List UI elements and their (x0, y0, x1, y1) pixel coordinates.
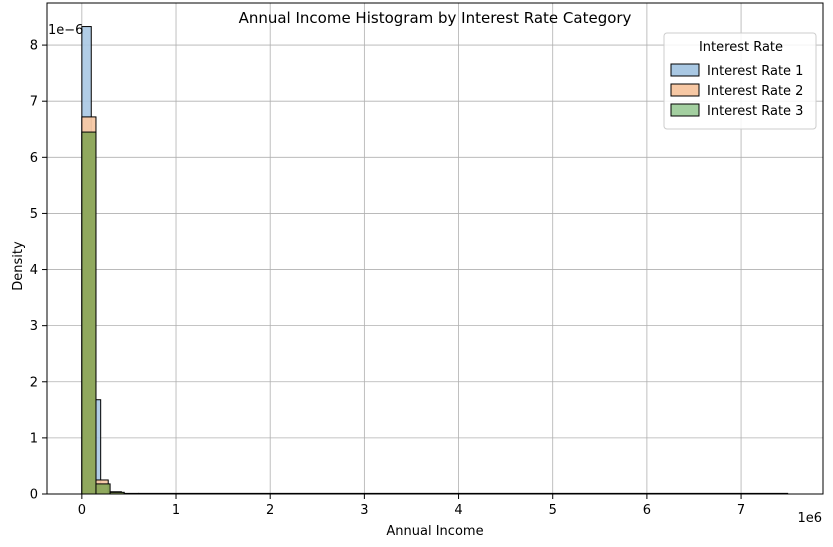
histogram-bar-series-3 (81, 131, 97, 495)
y-axis-label: Density (11, 241, 26, 291)
y-axis-ticks: 0 1 2 3 4 5 6 7 8 (30, 39, 47, 503)
legend-entry: Interest Rate 3 (707, 104, 803, 119)
x-tick-label: 3 (360, 503, 368, 518)
chart-title: Annual Income Histogram by Interest Rate… (239, 9, 632, 27)
x-tick-label: 0 (78, 503, 86, 518)
x-axis-label: Annual Income (386, 524, 483, 539)
y-tick-label: 2 (30, 375, 38, 390)
plot-frame (46, 2, 824, 495)
x-tick-label: 7 (737, 503, 745, 518)
legend-title: Interest Rate (699, 40, 783, 55)
legend-swatch (670, 83, 700, 97)
y-tick-label: 5 (30, 207, 38, 222)
legend-entry: Interest Rate 2 (707, 84, 803, 99)
y-tick-label: 4 (30, 263, 38, 278)
x-tick-label: 5 (549, 503, 557, 518)
x-tick-label: 2 (266, 503, 274, 518)
legend-box (663, 32, 817, 130)
y-tick-label: 1 (30, 431, 38, 446)
histogram-bar-series-3 (95, 483, 111, 495)
x-tick-label: 4 (454, 503, 462, 518)
y-tick-label: 3 (30, 319, 38, 334)
x-offset-label: 1e6 (797, 511, 822, 526)
grid-lines (47, 3, 823, 495)
legend: Interest Rate Interest Rate 1 Interest Ra… (663, 32, 817, 130)
legend-entry: Interest Rate 1 (707, 64, 803, 79)
y-offset-label: 1e−6 (48, 23, 83, 38)
x-tick-label: 6 (643, 503, 651, 518)
y-tick-label: 8 (30, 39, 38, 54)
histogram-bars (81, 26, 789, 495)
legend-swatch (670, 63, 700, 77)
y-tick-label: 0 (30, 488, 38, 503)
y-tick-label: 7 (30, 95, 38, 110)
x-tick-label: 1 (172, 503, 180, 518)
legend-swatch (670, 103, 700, 117)
x-axis-ticks: 0 1 2 3 4 5 6 7 (78, 494, 745, 518)
y-tick-label: 6 (30, 151, 38, 166)
